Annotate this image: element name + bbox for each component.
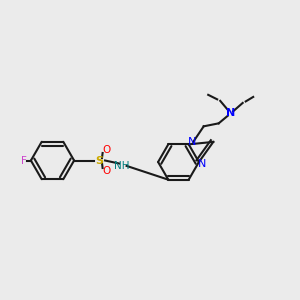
Text: S: S [96, 155, 104, 166]
Text: N: N [188, 137, 196, 147]
Text: O: O [102, 166, 110, 176]
Text: O: O [102, 145, 110, 155]
Text: F: F [21, 155, 27, 166]
Text: N: N [198, 159, 207, 170]
Text: NH: NH [114, 161, 130, 171]
Text: N: N [226, 108, 235, 118]
